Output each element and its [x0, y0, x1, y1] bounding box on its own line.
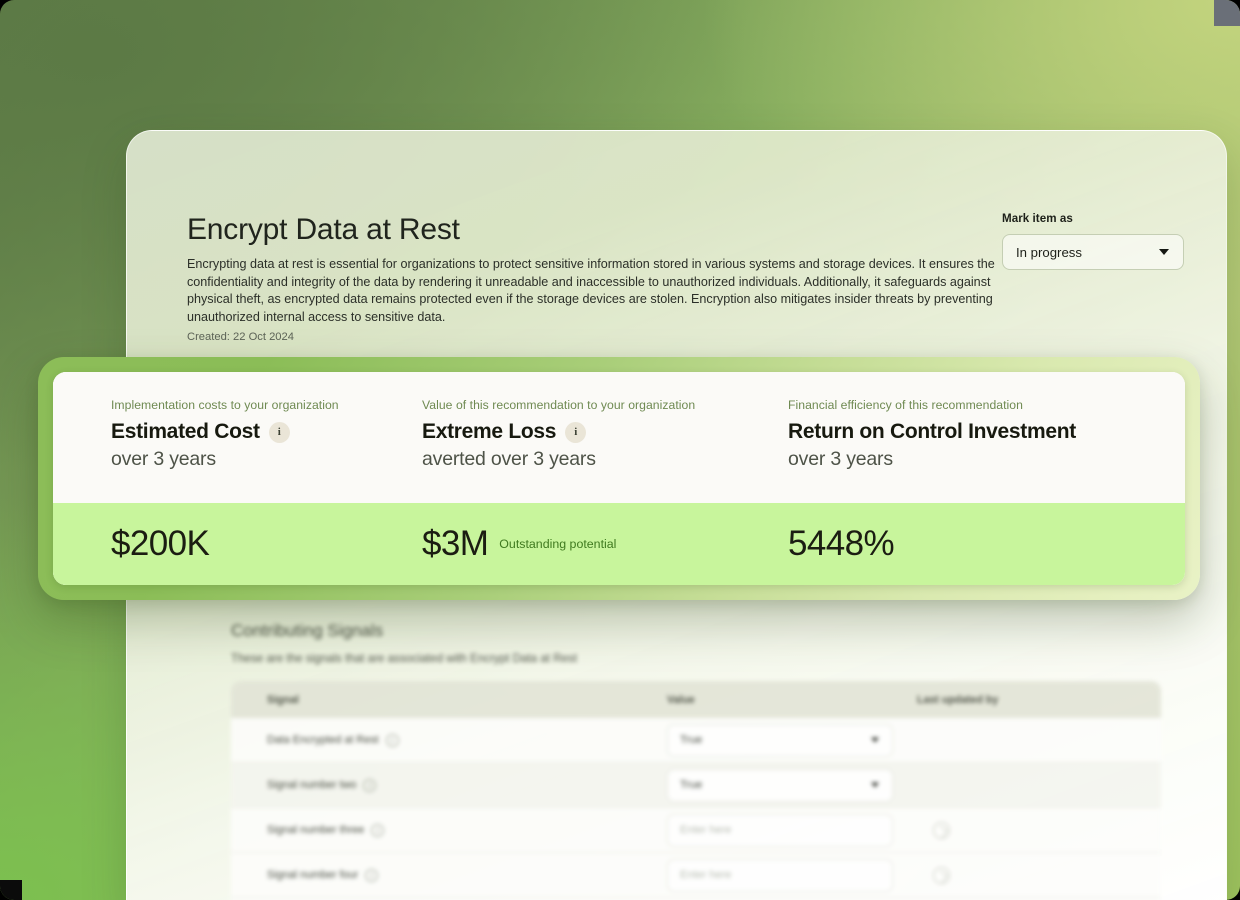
signal-value-cell: True: [667, 768, 917, 802]
metrics-values-row: $200K $3M Outstanding potential 5448%: [53, 503, 1185, 585]
info-icon[interactable]: i: [363, 778, 377, 792]
refresh-icon[interactable]: [933, 821, 950, 839]
column-header-signal: Signal: [267, 693, 299, 706]
signal-updated-by-cell: [917, 866, 1161, 884]
metric-value-extreme-loss: $3M Outstanding potential: [421, 524, 787, 564]
metric-column-estimated-cost: Implementation costs to your organizatio…: [53, 398, 421, 503]
signal-value-cell: Enter here: [667, 858, 917, 892]
metric-name-text: Extreme Loss: [422, 420, 557, 443]
signal-name: Signal number four: [267, 869, 359, 881]
signal-value-input[interactable]: Enter here: [667, 858, 893, 892]
column-header-last-updated-by: Last updated by: [917, 693, 999, 706]
info-icon[interactable]: i: [268, 421, 290, 443]
metrics-labels-row: Implementation costs to your organizatio…: [53, 372, 1185, 503]
signals-table: Signal Value Last updated by Data Encryp…: [231, 681, 1161, 900]
signal-name-cell: Signal number four i: [231, 868, 667, 882]
page-description: Encrypting data at rest is essential for…: [187, 257, 995, 324]
signal-value-text: True: [680, 734, 703, 746]
metric-name: Extreme Loss i: [422, 420, 787, 444]
signal-value-cell: True: [667, 723, 917, 757]
metric-value: 5448%: [788, 524, 895, 563]
background-corner-bottom-left: [0, 880, 22, 900]
signal-value-input[interactable]: Enter here: [667, 813, 893, 847]
column-header-value: Value: [667, 693, 695, 706]
metric-name-text: Return on Control Investment: [788, 420, 1076, 443]
metric-name: Estimated Cost i: [111, 420, 421, 444]
page-title: Encrypt Data at Rest: [187, 213, 460, 246]
contributing-signals-section: Contributing Signals These are the signa…: [127, 593, 1226, 900]
metrics-card: Implementation costs to your organizatio…: [53, 372, 1185, 585]
background-corner-top-right: [1214, 0, 1240, 26]
metric-column-extreme-loss: Value of this recommendation to your org…: [421, 398, 787, 503]
info-icon[interactable]: i: [385, 733, 399, 747]
info-icon[interactable]: i: [371, 823, 385, 837]
contributing-signals-subtitle: These are the signals that are associate…: [231, 652, 578, 665]
signal-value-dropdown[interactable]: True: [667, 723, 893, 757]
info-icon[interactable]: i: [565, 421, 587, 443]
signal-name: Data Encrypted at Rest: [267, 734, 379, 746]
table-row: Signal number four i Enter here: [231, 853, 1161, 898]
metric-period: averted over 3 years: [422, 448, 596, 470]
metric-eyebrow: Value of this recommendation to your org…: [422, 398, 696, 412]
signal-value-placeholder: Enter here: [680, 869, 732, 881]
signal-name: Signal number three: [267, 824, 365, 836]
metric-value-return-on-control-investment: 5448%: [787, 524, 1185, 564]
signal-name-cell: Signal number two i: [231, 778, 667, 792]
metric-value: $3M: [422, 524, 489, 563]
signals-table-header: Signal Value Last updated by: [231, 681, 1161, 718]
signal-name-cell: Signal number three i: [231, 823, 667, 837]
metric-value-estimated-cost: $200K: [53, 524, 421, 564]
refresh-icon[interactable]: [933, 866, 950, 884]
signal-name: Signal number two: [267, 779, 357, 791]
metric-period: over 3 years: [111, 448, 216, 470]
metric-eyebrow: Implementation costs to your organizatio…: [111, 398, 339, 412]
signal-value-cell: Enter here: [667, 813, 917, 847]
metric-name-text: Estimated Cost: [111, 420, 260, 443]
info-icon[interactable]: i: [365, 868, 379, 882]
signal-name-cell: Data Encrypted at Rest i: [231, 733, 667, 747]
mark-item-as-label: Mark item as: [1002, 212, 1073, 225]
chevron-down-icon: [871, 782, 879, 788]
signal-updated-by-cell: [917, 821, 1161, 839]
metric-value-tag: Outstanding potential: [499, 537, 617, 552]
metric-period: over 3 years: [788, 448, 893, 470]
metric-value: $200K: [111, 524, 210, 563]
signal-value-dropdown[interactable]: True: [667, 768, 893, 802]
table-row: Signal number two i True: [231, 763, 1161, 808]
contributing-signals-title: Contributing Signals: [231, 621, 384, 640]
chevron-down-icon: [871, 737, 879, 743]
signal-value-placeholder: Enter here: [680, 824, 732, 836]
mark-item-as-select[interactable]: In progress: [1002, 234, 1184, 270]
table-row: Data Encrypted at Rest i True: [231, 718, 1161, 763]
created-date: Created: 22 Oct 2024: [187, 331, 294, 343]
mark-item-as-group: Mark item as In progress: [1002, 212, 1184, 270]
table-row: Signal number three i Enter here: [231, 808, 1161, 853]
metric-column-return-on-control-investment: Financial efficiency of this recommendat…: [787, 398, 1185, 503]
mark-item-as-value: In progress: [1016, 244, 1082, 260]
metric-eyebrow: Financial efficiency of this recommendat…: [788, 398, 1023, 412]
chevron-down-icon: [1159, 249, 1169, 255]
metrics-card-frame: Implementation costs to your organizatio…: [38, 357, 1200, 600]
signal-value-text: True: [680, 779, 703, 791]
metric-name: Return on Control Investment: [788, 420, 1185, 444]
